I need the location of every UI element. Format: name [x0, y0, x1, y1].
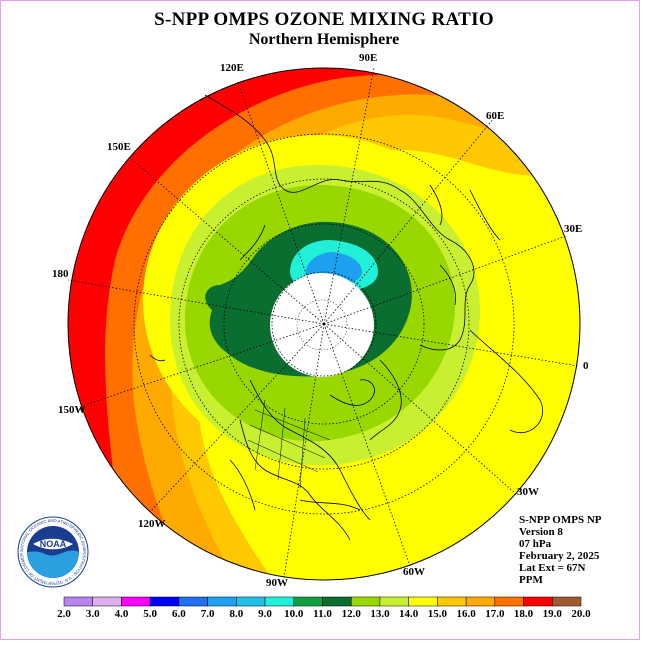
lon-label-30w: 30W: [517, 486, 539, 498]
lon-label-90w: 90W: [266, 577, 288, 589]
lon-label-120w: 120W: [138, 518, 166, 530]
colorbar-swatch: [149, 596, 180, 607]
colorbar-label: 17.0: [485, 608, 505, 620]
colorbar-label: 6.0: [172, 608, 186, 620]
lon-label-30e: 30E: [564, 223, 583, 235]
page-subtitle: Northern Hemisphere: [248, 31, 400, 48]
colorbar-label: 19.0: [542, 608, 562, 620]
info-units: PPM: [519, 574, 543, 586]
product-info: S-NPP OMPS NP Version 8 07 hPa February …: [519, 514, 602, 586]
image-frame: [0, 0, 640, 640]
colorbar-label: 12.0: [341, 608, 361, 620]
lon-label-60w: 60W: [403, 566, 425, 578]
usa-state-lines: [247, 399, 331, 489]
lon-label-90e: 90E: [359, 52, 378, 64]
colorbar-swatch: [523, 596, 553, 607]
colorbar-label: 11.0: [313, 608, 332, 620]
graticule: [67, 67, 579, 579]
colorbar-swatch: [264, 596, 295, 607]
info-version: Version 8: [519, 526, 563, 538]
colorbar-label: 13.0: [370, 608, 390, 620]
colorbar-label: 3.0: [85, 608, 100, 620]
lon-label-60e: 60E: [486, 110, 505, 122]
colorbar-swatch: [552, 596, 582, 607]
page-title: S-NPP OMPS OZONE MIXING RATIO: [154, 9, 494, 30]
lon-label-150w: 150W: [58, 404, 86, 416]
colorbar-label: 4.0: [114, 608, 129, 620]
colorbar-label: 18.0: [513, 608, 534, 620]
noaa-logo: NOAA NATIONAL OCEANIC AND ATMOSPHERIC AD…: [17, 516, 89, 588]
colorbar-label: 7.0: [200, 608, 215, 620]
info-lat-ext: Lat Ext = 67N: [519, 562, 586, 574]
colorbar-swatch: [437, 596, 467, 607]
colorbar-swatch: [379, 596, 409, 607]
colorbar-swatch: [408, 596, 438, 607]
info-date: February 2, 2025: [519, 550, 600, 562]
lon-label-180: 180: [52, 268, 69, 280]
info-instrument: S-NPP OMPS NP: [519, 514, 602, 526]
colorbar-label: 2.0: [57, 608, 71, 620]
colorbar-label: 16.0: [456, 608, 476, 620]
colorbar-swatch: [207, 596, 237, 607]
colorbar-label: 14.0: [399, 608, 419, 620]
info-level: 07 hPa: [519, 538, 552, 550]
colorbar-label: 10.0: [284, 608, 304, 620]
colorbar-label: 9.0: [258, 608, 272, 620]
colorbar-swatch: [236, 596, 266, 607]
colorbar-label: 20.0: [571, 608, 591, 620]
noaa-logo-text: NOAA: [40, 539, 67, 549]
colorbar-swatch: [350, 596, 381, 607]
colorbar-swatch: [121, 596, 151, 607]
coastlines: [149, 94, 543, 541]
colorbar-label: 5.0: [143, 608, 158, 620]
colorbar-label: 8.0: [229, 608, 244, 620]
colorbar-swatch: [92, 596, 122, 607]
colorbar-swatch: [178, 596, 208, 607]
colorbar-swatch: [293, 596, 323, 607]
colorbar-label: 15.0: [427, 608, 447, 620]
colorbar-swatch: [494, 596, 524, 607]
colorbar-swatch: [465, 596, 496, 607]
colorbar-swatch: [322, 596, 352, 607]
colorbar: [63, 596, 582, 607]
lon-label-120e: 120E: [220, 62, 244, 74]
colorbar-swatch: [63, 596, 93, 607]
lon-label-150e: 150E: [107, 141, 131, 153]
lon-label-0: 0: [583, 360, 589, 372]
